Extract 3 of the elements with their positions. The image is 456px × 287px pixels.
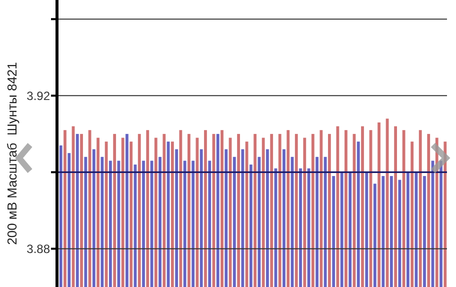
y-tick-label: 3.92	[26, 88, 50, 103]
y-axis-title: 200 мВ Масштаб Шунты 8421	[4, 62, 20, 245]
y-tick-label: 3.88	[26, 242, 50, 256]
